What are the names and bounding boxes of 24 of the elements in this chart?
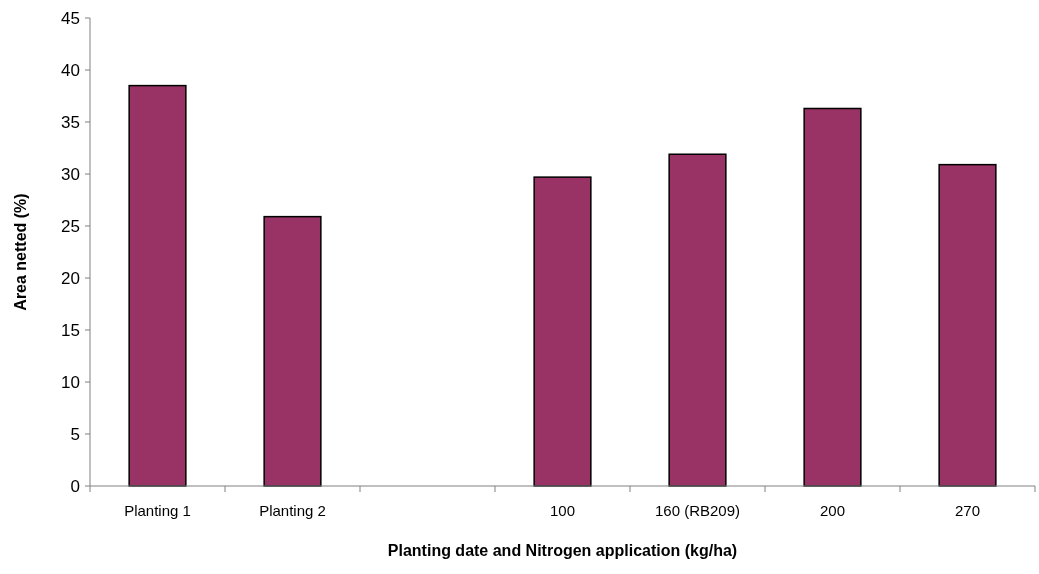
bar xyxy=(938,163,997,487)
y-tick-label: 40 xyxy=(61,60,80,80)
y-tick-label: 0 xyxy=(70,476,80,496)
y-tick-label: 25 xyxy=(61,216,80,236)
y-tick-label: 35 xyxy=(61,112,80,132)
y-tick-label: 30 xyxy=(61,164,80,184)
y-tick-label: 20 xyxy=(61,268,80,288)
x-axis-title: Planting date and Nitrogen application (kg/ha) xyxy=(387,542,738,559)
bar xyxy=(128,84,187,487)
x-tick-label: 160 (RB209) xyxy=(654,502,741,519)
y-tick-label: 15 xyxy=(61,320,80,340)
bar xyxy=(668,153,727,487)
y-tick-label: 45 xyxy=(61,8,80,28)
x-tick-label: Planting 2 xyxy=(259,502,326,519)
bar xyxy=(263,215,322,487)
x-tick-label: 100 xyxy=(549,502,576,519)
y-tick-label: 10 xyxy=(61,372,80,392)
x-tick-label: 270 xyxy=(954,502,981,519)
x-tick-label: 200 xyxy=(819,502,846,519)
bar xyxy=(533,176,592,487)
y-tick-label: 5 xyxy=(70,424,80,444)
bar xyxy=(803,107,862,487)
x-tick-label: Planting 1 xyxy=(124,502,191,519)
y-axis-title: Area netted (%) xyxy=(12,193,29,311)
